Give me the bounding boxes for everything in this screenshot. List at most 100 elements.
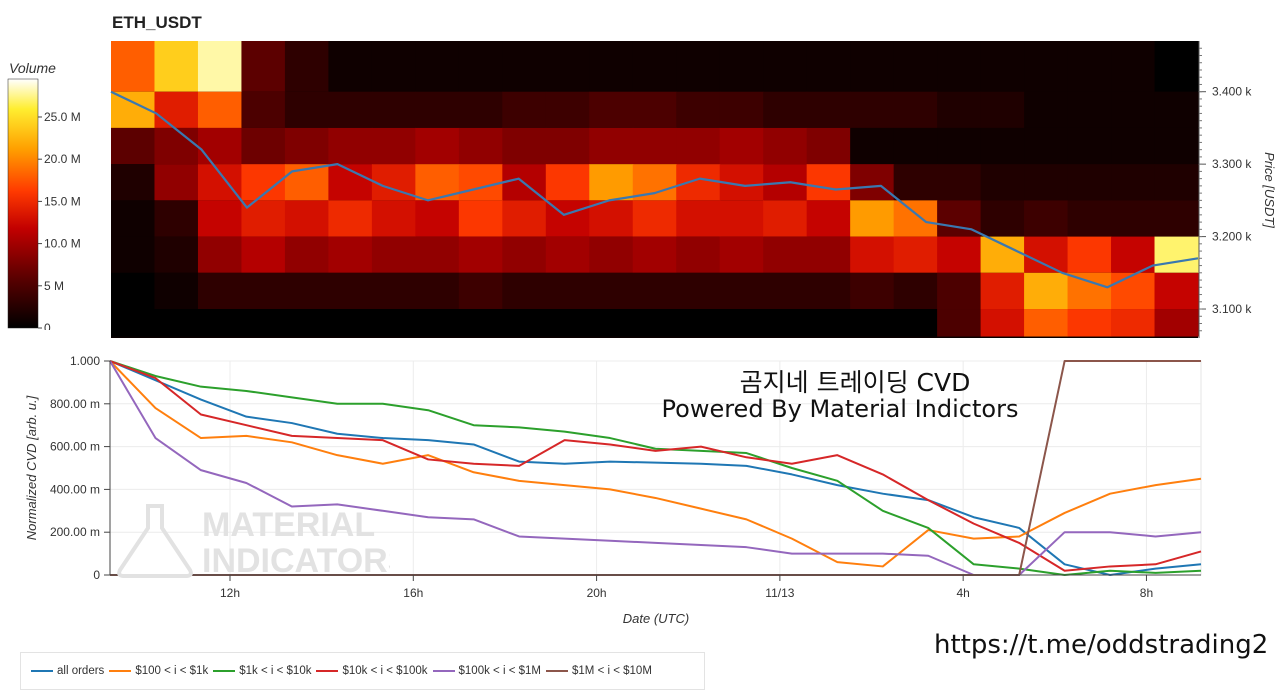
heatmap-cell bbox=[284, 41, 329, 92]
heatmap-cell bbox=[241, 41, 286, 92]
heatmap-cell bbox=[893, 41, 938, 92]
cvd-x-tick-label: 8h bbox=[1140, 586, 1153, 600]
cvd-series-s1k bbox=[109, 360, 1202, 576]
watermark-line2: INDICATORS bbox=[202, 542, 390, 580]
cvd-chart: 12h 16h 20h 11/13 4h 8h 0 200.00 m 400.00 m 600.… bbox=[24, 354, 1202, 626]
heatmap-cell bbox=[1024, 236, 1069, 273]
heatmap-cell bbox=[893, 164, 938, 201]
heatmap-cell bbox=[980, 164, 1025, 201]
heatmap-cell bbox=[589, 127, 634, 165]
heatmap-cell bbox=[502, 309, 547, 337]
cvd-y-tick-label: 1.000 bbox=[70, 354, 100, 368]
heatmap-cell bbox=[1111, 164, 1156, 201]
heatmap-cell bbox=[1024, 272, 1069, 310]
heatmap-cell bbox=[502, 41, 547, 92]
heatmap-cell bbox=[763, 41, 808, 92]
heatmap-cell bbox=[1024, 91, 1069, 128]
heatmap-cell bbox=[1024, 309, 1069, 337]
heatmap-cell bbox=[154, 272, 199, 310]
heatmap-cell bbox=[937, 127, 982, 165]
heatmap-cell bbox=[937, 91, 982, 128]
legend-item-s100[interactable]: $100 < i < $1k bbox=[109, 665, 208, 677]
legend-item-s10k[interactable]: $10k < i < $100k bbox=[316, 665, 428, 677]
heatmap-cell bbox=[284, 127, 329, 165]
legend-swatch bbox=[316, 670, 339, 672]
heatmap-cell bbox=[719, 309, 764, 337]
heatmap-cell bbox=[806, 272, 851, 310]
legend-label: $10k < i < $100k bbox=[342, 665, 428, 677]
legend-item-s1m[interactable]: $1M < i < $10M bbox=[546, 665, 652, 677]
heatmap-cell bbox=[1111, 41, 1156, 92]
heatmap-cell bbox=[850, 309, 895, 337]
heatmap-cell bbox=[111, 127, 156, 165]
legend-item-s100k[interactable]: $100k < i < $1M bbox=[432, 665, 541, 677]
heatmap-cell bbox=[980, 200, 1025, 237]
heatmap-cell bbox=[154, 127, 199, 165]
heatmap-cell bbox=[154, 309, 199, 337]
heatmap-cell bbox=[1067, 164, 1112, 201]
heatmap-cell bbox=[589, 272, 634, 310]
heatmap-cell bbox=[458, 309, 503, 337]
legend: all orders $100 < i < $1k $1k < i < $10k $1… bbox=[20, 652, 705, 690]
cvd-x-tick-label: 4h bbox=[956, 586, 969, 600]
heatmap-cell bbox=[284, 91, 329, 128]
heatmap-cell bbox=[284, 309, 329, 337]
cvd-y-tick-label: 200.00 m bbox=[50, 525, 100, 539]
heatmap-cell bbox=[154, 164, 199, 201]
heatmap-y-tick-label: 3.300 k bbox=[1212, 157, 1252, 171]
overlay-subtitle: Powered By Material Indictors bbox=[661, 395, 1019, 423]
heatmap-cell bbox=[806, 200, 851, 237]
heatmap-cell bbox=[1067, 127, 1112, 165]
telegram-link[interactable]: https://t.me/oddstrading2 bbox=[934, 630, 1269, 660]
heatmap-cell bbox=[676, 164, 721, 201]
colorbar-title: Volume bbox=[9, 60, 56, 76]
heatmap-cell bbox=[371, 200, 416, 237]
heatmap-cell bbox=[589, 91, 634, 128]
heatmap-cell bbox=[806, 309, 851, 337]
heatmap-cell bbox=[763, 236, 808, 273]
heatmap-cell bbox=[719, 272, 764, 310]
heatmap-cell bbox=[1154, 200, 1199, 237]
heatmap-cell bbox=[545, 164, 590, 201]
heatmap-cell bbox=[806, 41, 851, 92]
legend-item-s1k[interactable]: $1k < i < $10k bbox=[213, 665, 311, 677]
colorbar-gradient bbox=[7, 78, 39, 329]
heatmap-cell bbox=[937, 41, 982, 92]
heatmap-cell bbox=[458, 41, 503, 92]
heatmap-cell bbox=[937, 236, 982, 273]
heatmap-cell bbox=[676, 309, 721, 337]
heatmap-cell bbox=[1154, 272, 1199, 310]
heatmap-cell bbox=[197, 309, 243, 337]
heatmap-cell bbox=[850, 41, 895, 92]
heatmap-cell bbox=[893, 127, 938, 165]
heatmap-y-tick-label: 3.200 k bbox=[1212, 230, 1252, 244]
heatmap-chart: 3.100 k 3.200 k 3.300 k 3.400 k Price [USDT… bbox=[110, 41, 1277, 338]
heatmap-cell bbox=[241, 309, 286, 337]
heatmap-cell bbox=[850, 272, 895, 310]
heatmap-cell bbox=[1111, 200, 1156, 237]
heatmap-cell bbox=[111, 41, 156, 92]
heatmap-cell bbox=[415, 309, 460, 337]
heatmap-cell bbox=[371, 127, 416, 165]
heatmap-cell bbox=[763, 127, 808, 165]
heatmap-cell bbox=[328, 41, 373, 92]
cvd-x-tick-label: 20h bbox=[587, 586, 607, 600]
material-indicators-watermark: MATERIAL INDICATORS bbox=[117, 504, 390, 580]
heatmap-cell bbox=[1067, 236, 1112, 273]
heatmap-cell bbox=[632, 272, 677, 310]
heatmap-cell bbox=[719, 91, 764, 128]
heatmap-cell bbox=[415, 91, 460, 128]
cvd-series-s100 bbox=[109, 360, 1202, 568]
heatmap-cell bbox=[1111, 91, 1156, 128]
cvd-y-tick-label: 800.00 m bbox=[50, 397, 100, 411]
heatmap-cell bbox=[1067, 91, 1112, 128]
heatmap-cell bbox=[545, 41, 590, 92]
heatmap-cell bbox=[502, 200, 547, 237]
legend-item-all[interactable]: all orders bbox=[31, 665, 104, 677]
heatmap-cell bbox=[371, 236, 416, 273]
heatmap-cell bbox=[328, 309, 373, 337]
heatmap-cell bbox=[1154, 41, 1199, 92]
legend-swatch bbox=[432, 670, 455, 672]
legend-label: all orders bbox=[57, 665, 105, 677]
colorbar-tick-label: 10.0 M bbox=[44, 237, 81, 251]
